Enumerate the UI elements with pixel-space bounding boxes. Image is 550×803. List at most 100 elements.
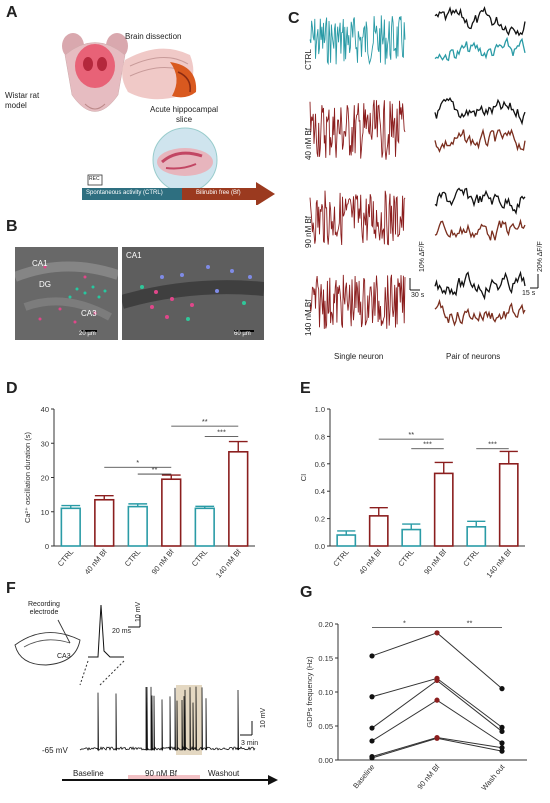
x-tick-label: 90 nM Bf — [150, 547, 177, 576]
panel-letter-b: B — [6, 218, 18, 235]
y-tick-label: 0.15 — [318, 654, 333, 663]
y-tick-label: 0.05 — [318, 722, 333, 731]
brain-dissection-illustration — [122, 48, 197, 100]
timeline-arrow-head — [268, 775, 278, 785]
data-point — [434, 735, 440, 741]
rec-box — [87, 174, 103, 186]
y-tick-label: 0.00 — [318, 756, 333, 765]
x-tick-label: 40 nM Bf — [83, 547, 110, 576]
significance-label: *** — [217, 427, 226, 436]
y-tick-label: 30 — [41, 439, 49, 448]
x-tick-label: 140 nM Bf — [484, 547, 513, 580]
label-dg: DG — [39, 280, 51, 289]
single-neuron-trace — [309, 15, 406, 66]
zoom-line-left — [79, 660, 89, 686]
micrograph-left-texture — [15, 247, 118, 340]
bar — [336, 534, 357, 547]
scale-right: 60 µm — [234, 331, 251, 337]
electrode-line — [57, 619, 71, 644]
gdp-trace — [14, 604, 278, 785]
zoom-line-right — [99, 660, 125, 686]
chart-g: 0.00 0.05 0.10 0.15 0.20 Baseline 90 nM Bf Wash… — [305, 618, 527, 792]
row-label-ctrl: CTRL — [304, 49, 313, 70]
panel-letter-c: C — [288, 10, 300, 27]
brain-dissection-label: Brain dissection — [125, 32, 182, 41]
panel-letter-g: G — [300, 584, 313, 601]
data-point — [499, 748, 505, 754]
chart-e: 0.0 0.2 0.4 0.6 0.8 1.0 CTRL 40 nM Bf CTRL 90 nM … — [300, 405, 525, 580]
x-tick-label: CTRL — [123, 548, 142, 569]
y-tick-label: 0.4 — [315, 487, 325, 496]
data-point — [434, 697, 440, 703]
series-line — [371, 737, 503, 759]
significance-label: ** — [152, 465, 158, 474]
x-tick-label: CTRL — [461, 548, 480, 569]
bar — [60, 507, 81, 547]
data-point — [499, 724, 505, 730]
acute-slice-label: Acute hippocampal slice — [150, 105, 219, 124]
label-ca3: CA3 — [81, 309, 97, 318]
chart-d: 0 10 20 30 40 CTRL 40 nM Bf CTRL 90 nM Bf CTRL 140… — [23, 405, 255, 579]
condition-arrow-bar — [82, 182, 275, 205]
y-tick-label: 0.8 — [315, 432, 325, 441]
pair-bottom-trace — [434, 128, 526, 154]
x-tick-label: CTRL — [396, 548, 415, 569]
data-point — [369, 653, 375, 659]
inset-time-label: 20 ms — [112, 628, 132, 635]
row-label-40: 40 nM Bf — [304, 127, 313, 160]
data-point — [434, 630, 440, 636]
panel-letter-a: A — [6, 4, 18, 21]
scale-single-time: 30 s — [411, 292, 425, 299]
bar — [94, 498, 115, 547]
significance-label: ** — [408, 430, 414, 439]
micrograph-right-texture — [122, 247, 264, 340]
significance-label: *** — [488, 440, 497, 449]
inset-spike — [88, 604, 124, 658]
slice-outline — [14, 632, 81, 666]
label-ca1-right: CA1 — [126, 251, 142, 260]
calcium-traces — [309, 6, 539, 329]
bar — [466, 526, 487, 547]
pair-bottom-trace — [434, 298, 526, 327]
y-axis-title: CI — [300, 474, 308, 482]
single-neuron-trace — [309, 99, 406, 160]
phase-baseline: Baseline — [73, 769, 104, 778]
bar — [228, 451, 249, 547]
y-tick-label: 0 — [45, 542, 49, 551]
data-point — [369, 738, 375, 744]
phase-bf: 90 nM Bf — [145, 769, 178, 778]
y-tick-label: 0.2 — [315, 515, 325, 524]
label-ca1-left: CA1 — [32, 259, 48, 268]
single-neuron-trace — [309, 190, 406, 246]
pair-top-trace — [434, 6, 526, 37]
trace-time-label: 3 min — [241, 740, 259, 747]
x-tick-label: 40 nM Bf — [357, 547, 384, 576]
series-line — [371, 679, 503, 732]
data-point — [434, 677, 440, 684]
y-tick-label: 10 — [41, 508, 49, 517]
data-point — [369, 725, 375, 731]
rec-label: REC — [89, 176, 100, 182]
x-tick-label: CTRL — [331, 548, 350, 569]
phase-washout: Washout — [208, 769, 240, 778]
single-neuron-trace — [309, 274, 406, 329]
y-axis-title: Ca²⁺ oscillation duration (s) — [23, 431, 32, 523]
pair-bottom-trace — [434, 36, 526, 62]
bar — [433, 472, 454, 547]
bar — [498, 463, 519, 547]
inset-amp-label: 10 mV — [135, 601, 142, 622]
rat-model-label: Wistar rat model — [5, 91, 40, 110]
pair-top-trace — [434, 97, 526, 126]
panel-letter-e: E — [300, 380, 311, 397]
micrograph-left: CA1 DG CA3 20 µm — [15, 247, 118, 340]
series-line — [371, 677, 503, 728]
bar — [401, 528, 422, 547]
bar-ctrl-label: Spontaneous activity (CTRL) — [86, 190, 163, 196]
bf-highlight — [176, 685, 202, 755]
y-tick-label: 0.0 — [315, 542, 325, 551]
pair-top-trace — [434, 270, 526, 301]
slice-layer — [23, 639, 71, 648]
data-point — [499, 740, 505, 746]
pair-bottom-trace — [434, 218, 526, 241]
rat-head — [62, 33, 128, 112]
